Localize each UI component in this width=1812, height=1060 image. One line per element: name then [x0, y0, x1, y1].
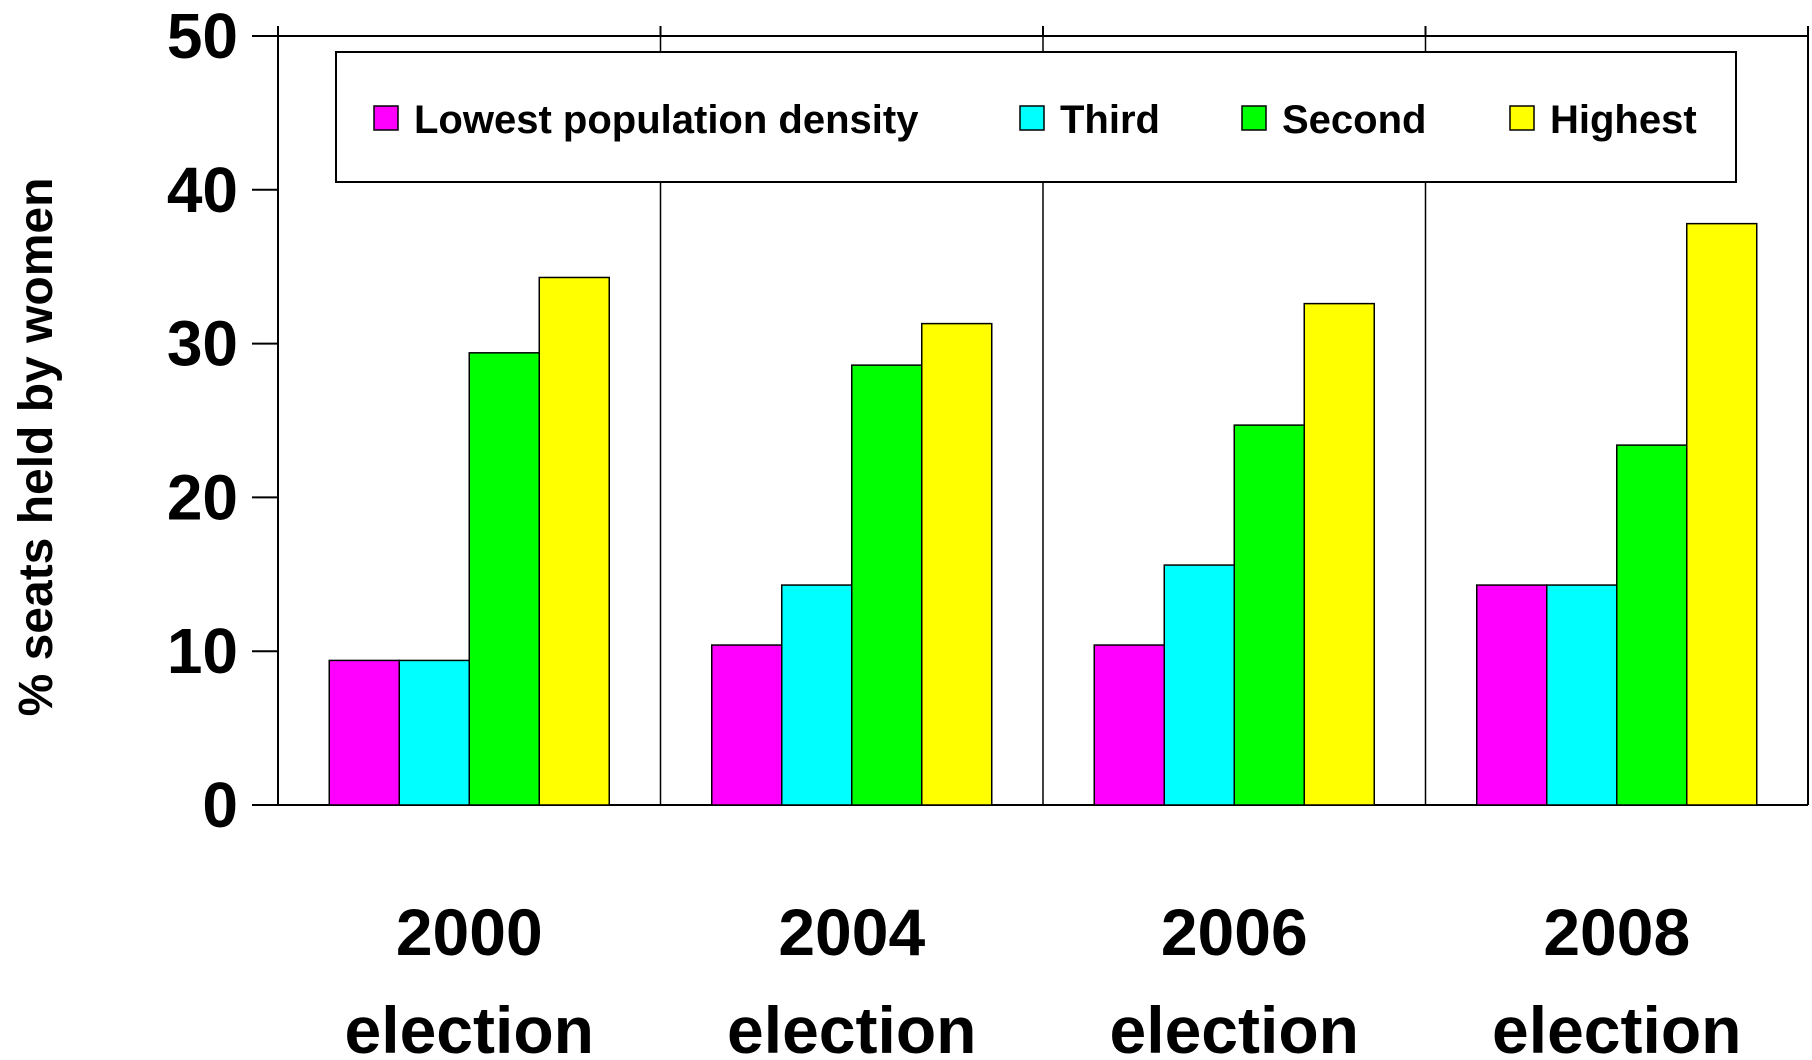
x-tick-label: election — [727, 993, 976, 1060]
legend: Lowest population density Third Second High… — [335, 51, 1737, 183]
y-tick-label: 40 — [167, 154, 238, 226]
y-tick-label: 30 — [167, 308, 238, 380]
bar — [921, 322, 993, 806]
bar — [1686, 222, 1758, 806]
x-tick-label: 2000 — [396, 895, 543, 969]
legend-swatch — [1509, 105, 1535, 131]
y-tick-label: 10 — [167, 615, 238, 687]
bar — [538, 276, 610, 806]
x-tick-label: election — [1492, 993, 1741, 1060]
bar — [1163, 564, 1235, 806]
x-tick-label: 2008 — [1543, 895, 1690, 969]
bar — [328, 659, 400, 806]
bar — [468, 352, 540, 806]
legend-label: Second — [1282, 98, 1426, 142]
bar — [1233, 424, 1305, 806]
bar — [398, 659, 470, 806]
legend-label: Lowest population density — [414, 98, 919, 142]
legend-label: Third — [1060, 98, 1160, 142]
legend-label: Highest — [1550, 98, 1697, 142]
x-tick-label: election — [1110, 993, 1359, 1060]
bar — [1093, 644, 1165, 806]
legend-swatch — [1019, 105, 1045, 131]
x-tick-label: 2004 — [778, 895, 925, 969]
y-tick-label: 0 — [202, 769, 238, 841]
y-axis: 0 10 20 30 40 50 — [167, 0, 278, 841]
x-tick-label: 2006 — [1161, 895, 1308, 969]
bar — [781, 584, 853, 806]
bar — [1616, 444, 1688, 806]
x-tick-label: election — [345, 993, 594, 1060]
bar — [1476, 584, 1548, 806]
y-axis-title: % seats held by women — [10, 178, 63, 717]
bar — [1546, 584, 1618, 806]
y-tick-label: 50 — [167, 0, 238, 72]
bars — [328, 222, 1758, 806]
bar — [711, 644, 783, 806]
y-tick-label: 20 — [167, 461, 238, 533]
bar — [851, 364, 923, 806]
legend-swatch — [1241, 105, 1267, 131]
bar — [1303, 302, 1375, 806]
x-axis: 2000 election 2004 election 2006 election 2008… — [345, 895, 1742, 1060]
legend-swatch — [373, 105, 399, 131]
